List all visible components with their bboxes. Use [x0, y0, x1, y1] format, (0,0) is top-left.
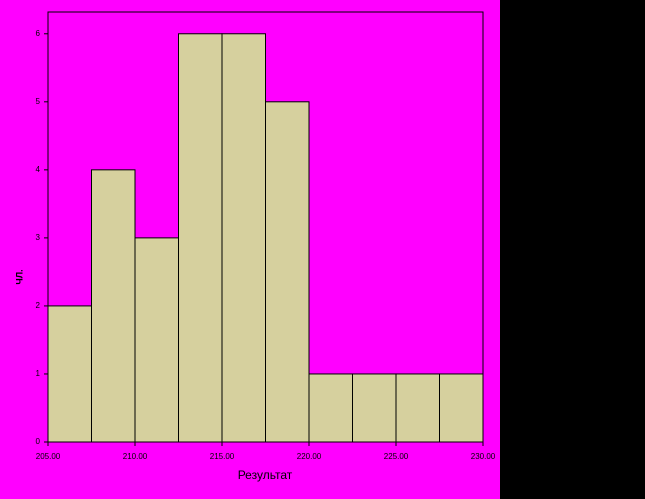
- y-tick-label: 3: [36, 233, 41, 242]
- y-tick-label: 0: [36, 437, 41, 446]
- bar: [352, 373, 397, 443]
- y-tick-label: 2: [36, 301, 41, 310]
- x-tick-label: 230.00: [471, 452, 496, 461]
- bar: [221, 33, 266, 443]
- bar: [134, 237, 179, 443]
- x-tick-label: 220.00: [297, 452, 322, 461]
- x-tick-label: 205.00: [36, 452, 61, 461]
- x-tick-label: 225.00: [384, 452, 409, 461]
- bar: [91, 169, 136, 443]
- bar: [265, 101, 310, 443]
- y-tick-label: 6: [36, 29, 41, 38]
- y-tick-label: 1: [36, 369, 41, 378]
- y-axis-title: ЧЛ.: [14, 269, 24, 284]
- bar: [395, 373, 440, 443]
- bar: [47, 305, 92, 443]
- x-axis-title: Результат: [238, 468, 293, 482]
- bar: [178, 33, 223, 443]
- bar: [308, 373, 353, 443]
- y-tick-label: 4: [36, 165, 41, 174]
- y-tick-label: 5: [36, 97, 41, 106]
- bar: [439, 373, 484, 443]
- x-tick-label: 210.00: [123, 452, 148, 461]
- x-tick-label: 215.00: [210, 452, 235, 461]
